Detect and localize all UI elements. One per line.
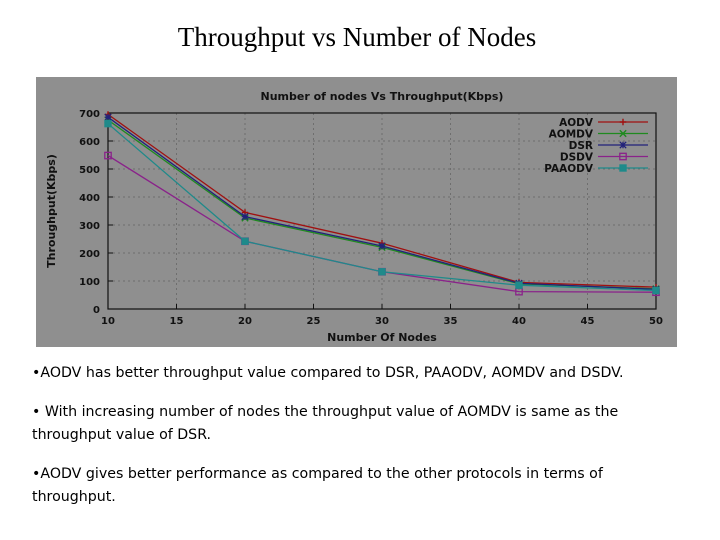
bullet-list: •AODV has better throughput value compar… [32, 362, 662, 525]
legend-label-dsdv: DSDV [560, 152, 594, 164]
x-axis-label: Number Of Nodes [327, 331, 437, 344]
bullet-1: •AODV has better throughput value compar… [32, 365, 624, 381]
legend-label-dsr: DSR [569, 140, 593, 152]
data-point-paaodv [104, 119, 112, 128]
x-tick-label: 40 [512, 316, 526, 327]
data-point-paaodv [515, 281, 523, 289]
legend-marker-paaodv [619, 164, 627, 172]
bullet-3: •AODV gives better performance as compar… [32, 466, 603, 505]
chart-title: Number of nodes Vs Throughput(Kbps) [261, 90, 504, 103]
legend-marker-dsr [619, 141, 627, 149]
bullet-2: • With increasing number of nodes the th… [32, 404, 619, 443]
x-tick-label: 35 [444, 316, 458, 327]
data-point-dsdv [104, 151, 112, 160]
data-point-paaodv [378, 268, 386, 276]
data-point-paaodv [241, 237, 249, 245]
y-tick-label: 0 [93, 305, 100, 316]
slide-title: Throughput vs Number of Nodes [177, 22, 537, 52]
x-tick-label: 25 [307, 316, 321, 327]
y-tick-label: 600 [79, 137, 100, 148]
legend-label-aodv: AODV [559, 117, 594, 129]
chart-panel: 0 100 200 300 400 500 600 700 10 15 20 25 30 35 40 45 50… [36, 77, 677, 347]
y-tick-label: 500 [79, 165, 100, 176]
y-tick-label: 400 [79, 193, 100, 204]
data-point-dsr [378, 242, 386, 250]
y-tick-label: 700 [79, 109, 100, 120]
x-tick-label: 20 [238, 316, 252, 327]
y-axis-label: Throughput(Kbps) [45, 154, 58, 268]
data-point-paaodv [652, 286, 660, 295]
x-tick-label: 50 [649, 316, 663, 327]
y-tick-label: 100 [79, 277, 100, 288]
x-tick-label: 45 [581, 316, 595, 327]
x-tick-label: 30 [375, 316, 389, 327]
legend-marker-aodv [619, 118, 627, 126]
throughput-chart: 0 100 200 300 400 500 600 700 10 15 20 25 30 35 40 45 50… [45, 90, 663, 344]
y-tick-label: 300 [79, 221, 100, 232]
legend-marker-aomdv [619, 129, 627, 138]
data-point-dsr [241, 212, 249, 221]
y-tick-label: 200 [79, 249, 100, 260]
data-point-dsr [104, 113, 112, 121]
legend-label-aomdv: AOMDV [549, 129, 594, 141]
legend-label-paaodv: PAAODV [544, 163, 594, 175]
legend-marker-dsdv [619, 152, 627, 161]
x-tick-label: 10 [101, 316, 115, 327]
x-tick-label: 15 [170, 316, 184, 327]
